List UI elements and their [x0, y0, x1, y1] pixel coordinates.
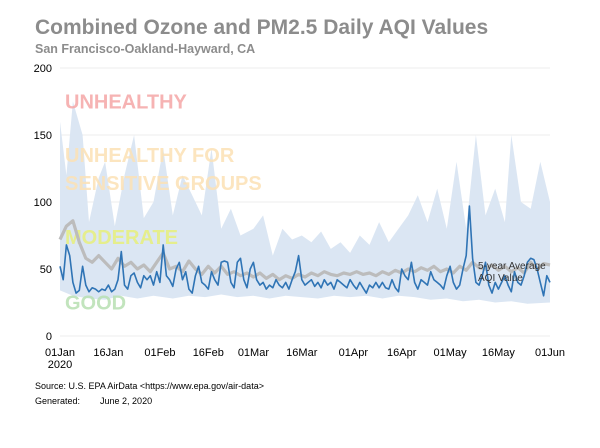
- series-label-line-0: 5-year Average: [478, 261, 546, 272]
- x-tick-label-01Mar: 01Mar: [238, 347, 270, 359]
- series-label-line-1: AQI Value: [478, 273, 523, 284]
- generated-label: Generated:: [35, 396, 81, 406]
- x-tick-label-01Jun: 01Jun: [535, 347, 565, 359]
- chart-subtitle: San Francisco-Oakland-Hayward, CA: [35, 42, 256, 56]
- source-note: Source: U.S. EPA AirData <https://www.ep…: [35, 381, 264, 391]
- generated-note: Generated: June 2, 2020: [35, 396, 152, 406]
- x-tick-label-16Apr: 16Apr: [387, 347, 417, 359]
- aqi-category-label-4: GOOD: [65, 293, 126, 315]
- generated-date: June 2, 2020: [100, 396, 153, 406]
- x-tick-label-16Feb: 16Feb: [193, 347, 224, 359]
- aqi-category-label-1: UNHEALTHY FOR: [65, 145, 235, 167]
- x-tick-label-01Apr: 01Apr: [339, 347, 369, 359]
- x-tick-label-16Jan: 16Jan: [93, 347, 123, 359]
- aqi-category-label-3: MODERATE: [65, 227, 178, 249]
- x-tick-label-01May: 01May: [434, 347, 468, 359]
- five-year-average-line: [58, 219, 551, 282]
- x-tick-label-01Feb: 01Feb: [144, 347, 175, 359]
- x-tick-label-16May: 16May: [482, 347, 516, 359]
- aqi-2020-line: [59, 205, 551, 297]
- x-tick-label-16Mar: 16Mar: [286, 347, 318, 359]
- x-tick-sublabel-01Jan: 2020: [48, 359, 72, 371]
- historical-range-band: [60, 101, 550, 304]
- y-tick-label-150: 150: [34, 130, 52, 142]
- x-tick-label-01Jan: 01Jan: [45, 347, 75, 359]
- y-tick-label-200: 200: [34, 63, 52, 75]
- chart-title: Combined Ozone and PM2.5 Daily AQI Value…: [35, 16, 489, 39]
- aqi-category-label-0: UNHEALTHY: [65, 92, 188, 114]
- y-tick-label-100: 100: [34, 197, 52, 209]
- aqi-category-label-2: SENSITIVE GROUPS: [65, 173, 262, 195]
- y-tick-label-50: 50: [40, 264, 52, 276]
- y-tick-label-0: 0: [46, 331, 52, 343]
